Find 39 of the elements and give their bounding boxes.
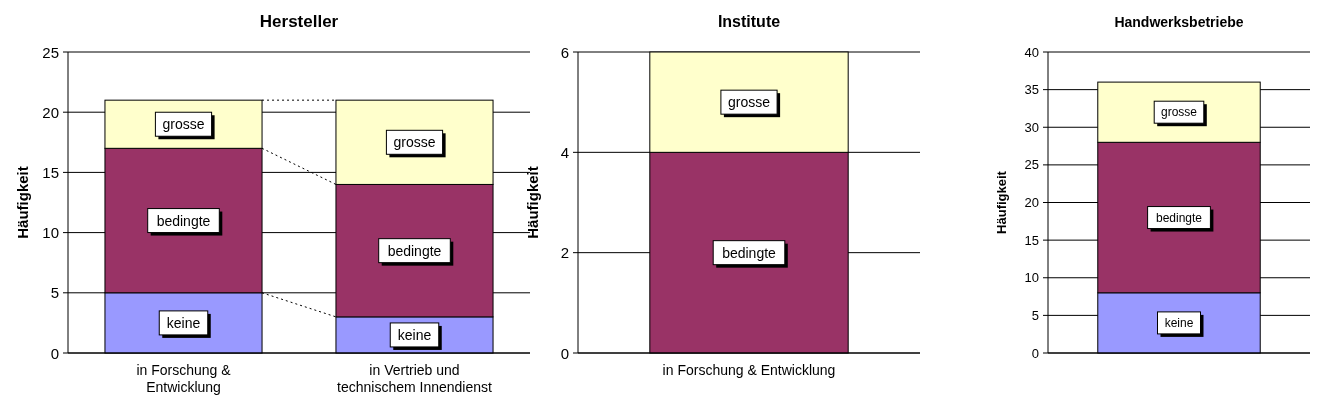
chart-title: Hersteller: [259, 12, 339, 31]
y-tick-label: 10: [1024, 270, 1039, 286]
series-label: keine: [397, 326, 432, 343]
series-label: bedingte: [1155, 210, 1203, 225]
series-label: grosse: [162, 116, 205, 133]
y-tick-label: 0: [560, 344, 569, 362]
text: grosse: [393, 134, 436, 151]
series-label: bedingte: [156, 212, 211, 229]
y-tick-label: 5: [1031, 307, 1039, 323]
text: keine: [166, 314, 201, 331]
y-axis-title: Häufigkeit: [14, 166, 31, 239]
y-tick-label: 10: [42, 224, 59, 242]
y-tick-label: 40: [1024, 44, 1039, 60]
chart-title: Handwerksbetriebe: [1114, 14, 1244, 30]
y-tick-label: 6: [560, 43, 569, 61]
y-tick-label: 4: [560, 143, 569, 161]
y-tick-label: 5: [50, 284, 59, 302]
y-tick-label: 0: [50, 344, 59, 362]
y-tick-label: 30: [1024, 119, 1039, 135]
y-tick-label: 20: [42, 103, 59, 121]
x-tick-label: in Forschung & Entwicklung: [136, 362, 232, 395]
x-tick-label: in Forschung & Entwicklung: [662, 362, 836, 378]
text: bedingte: [387, 242, 442, 259]
y-tick-label: 25: [42, 43, 59, 61]
y-tick-label: 25: [1024, 157, 1039, 173]
y-tick-label: 15: [1024, 232, 1039, 248]
series-label: bedingte: [722, 244, 777, 261]
y-axis-title: Häufigkeit: [994, 170, 1009, 234]
series-label: grosse: [727, 94, 771, 111]
series-label: keine: [1164, 315, 1194, 330]
chart-title: Institute: [717, 13, 781, 30]
series-label: grosse: [1160, 105, 1198, 120]
x-tick-label: in Vertrieb und technischem Innendienst: [337, 362, 493, 395]
y-axis-title: Häufigkeit: [524, 166, 541, 239]
y-tick-label: 0: [1031, 345, 1039, 361]
y-tick-label: 20: [1024, 195, 1039, 210]
y-tick-label: 35: [1024, 82, 1039, 98]
y-tick-label: 2: [560, 244, 569, 262]
y-tick-label: 15: [42, 163, 59, 181]
